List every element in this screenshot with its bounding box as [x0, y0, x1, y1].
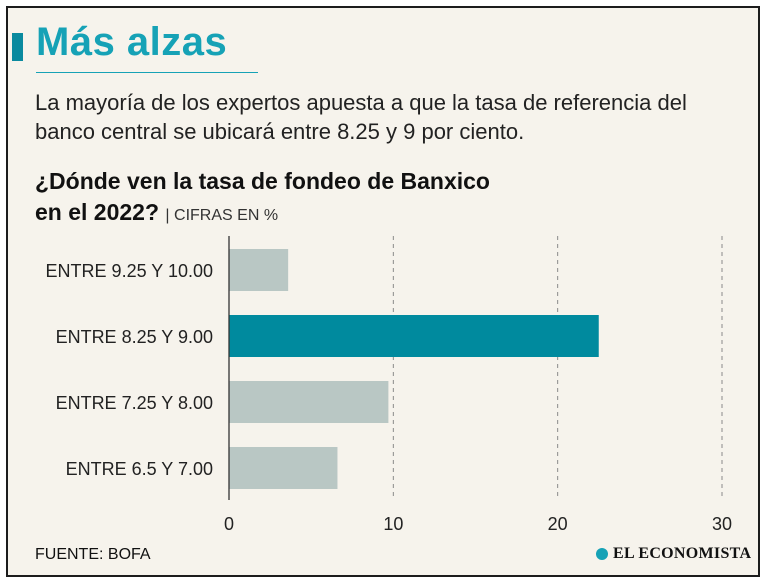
x-tick-label-3: 30: [712, 514, 732, 534]
title-accent-bar: [12, 33, 23, 61]
chart-units-label: | CIFRAS EN %: [165, 207, 279, 224]
chart-title-line2: en el 2022?: [35, 199, 160, 225]
category-label-1: ENTRE 8.25 Y 9.00: [56, 327, 213, 347]
brand-dot-icon: [596, 548, 608, 560]
x-tick-label-1: 10: [383, 514, 403, 534]
page-title: Más alzas: [36, 20, 228, 64]
bar-2: [229, 381, 389, 423]
bar-1: [229, 315, 599, 357]
category-label-2: ENTRE 7.25 Y 8.00: [56, 393, 213, 413]
x-tick-label-0: 0: [224, 514, 234, 534]
category-label-0: ENTRE 9.25 Y 10.00: [46, 261, 213, 281]
category-label-3: ENTRE 6.5 Y 7.00: [66, 459, 213, 479]
chart-title: ¿Dónde ven la tasa de fondeo de Banxico …: [35, 166, 490, 231]
chart-title-line1: ¿Dónde ven la tasa de fondeo de Banxico: [35, 168, 490, 194]
source-note: FUENTE: BOFA: [35, 546, 151, 563]
subtitle: La mayoría de los expertos apuesta a que…: [35, 90, 687, 144]
bar-3: [229, 447, 338, 489]
publisher-logo: EL ECONOMISTA: [596, 545, 751, 563]
infographic-card: Más alzas La mayoría de los expertos apu…: [6, 6, 760, 577]
publisher-name: EL ECONOMISTA: [613, 545, 752, 562]
title-underline: [36, 72, 258, 73]
bar-0: [229, 249, 289, 291]
chart-title-line2-wrap: en el 2022? | CIFRAS EN %: [35, 197, 490, 231]
x-tick-label-2: 20: [548, 514, 568, 534]
